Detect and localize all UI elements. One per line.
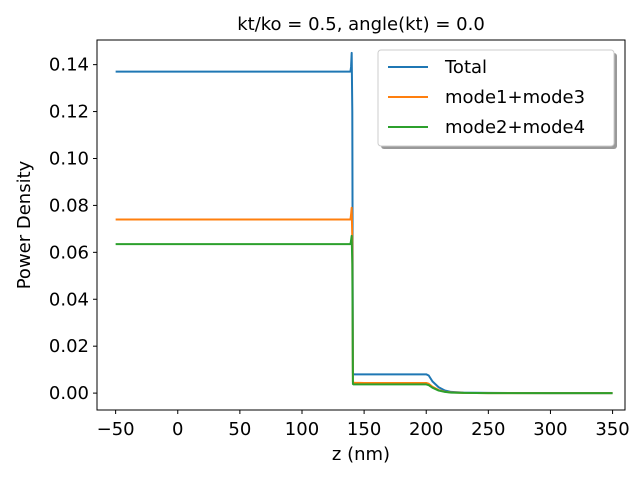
y-tick-label: 0.02 xyxy=(49,336,89,357)
y-tick-label: 0.06 xyxy=(49,242,89,263)
y-tick-label: 0.10 xyxy=(49,148,89,169)
x-tick-label: 150 xyxy=(347,419,381,440)
x-tick-label: 0 xyxy=(172,419,183,440)
legend-items: Total mode1+mode3 mode2+mode4 xyxy=(388,57,585,138)
series-line-2 xyxy=(115,206,613,395)
x-tick-label: 200 xyxy=(409,419,443,440)
legend: Total mode1+mode3 mode2+mode4 xyxy=(377,49,617,149)
legend-label-3: mode2+mode4 xyxy=(445,117,585,138)
chart-title: kt/ko = 0.5, angle(kt) = 0.0 xyxy=(237,14,485,35)
x-tick-label: 50 xyxy=(228,419,251,440)
x-tick-label: 350 xyxy=(595,419,629,440)
x-tick-label: −50 xyxy=(97,419,135,440)
x-tick-label: 100 xyxy=(285,419,319,440)
legend-box xyxy=(377,49,615,147)
legend-label-2: mode1+mode3 xyxy=(445,87,585,108)
y-axis-label: Power Density xyxy=(14,160,35,289)
y-tick-label: 0.12 xyxy=(49,102,89,123)
series-line-3 xyxy=(115,234,613,395)
y-tick-label: 0.04 xyxy=(49,289,89,310)
x-axis-ticks: −50 0 50 100 150 200 250 300 350 xyxy=(97,410,630,440)
x-tick-label: 300 xyxy=(533,419,567,440)
x-tick-label: 250 xyxy=(471,419,505,440)
legend-label-1: Total xyxy=(444,57,487,78)
y-tick-label: 0.08 xyxy=(49,195,89,216)
plot-frame xyxy=(96,39,626,411)
x-axis-label: z (nm) xyxy=(332,444,390,465)
y-tick-label: 0.00 xyxy=(49,383,89,404)
y-axis-ticks: 0.00 0.02 0.04 0.06 0.08 0.10 0.12 0.14 xyxy=(49,55,97,404)
plot-lines xyxy=(115,51,613,395)
y-tick-label: 0.14 xyxy=(49,55,89,76)
